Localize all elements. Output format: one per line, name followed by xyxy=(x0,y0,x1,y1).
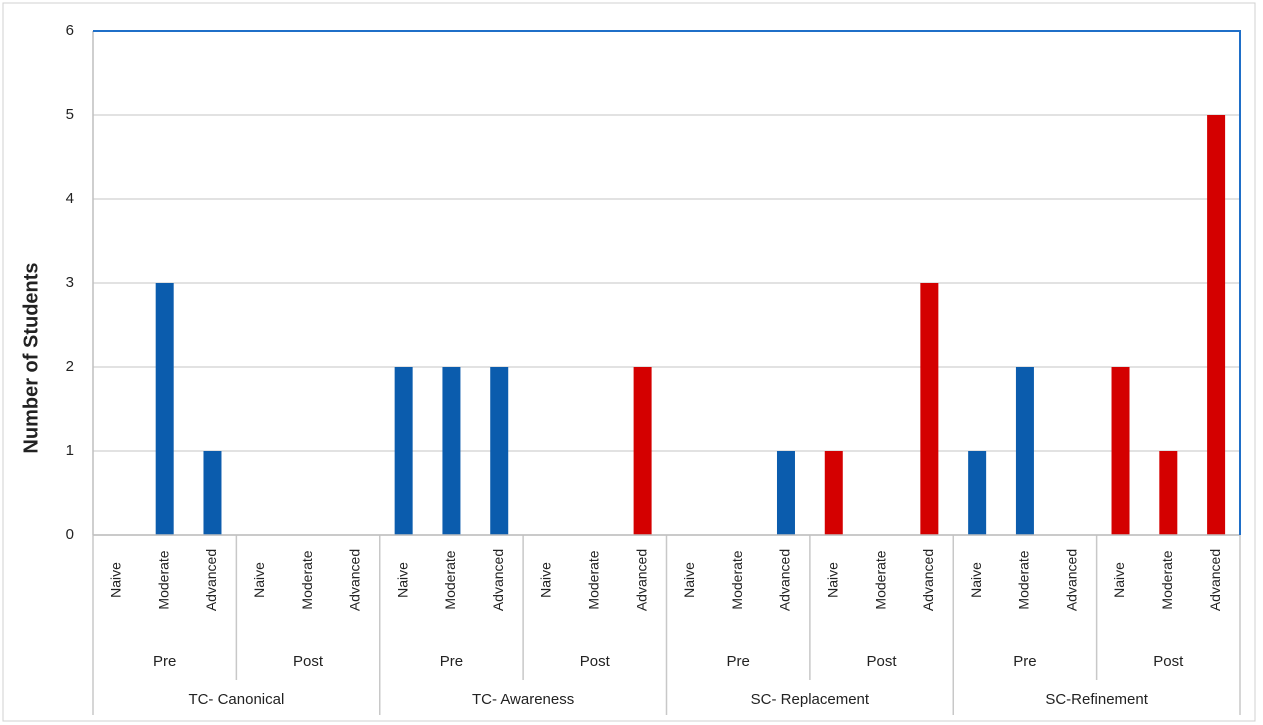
x-tick-label: Naive xyxy=(538,562,554,598)
phase-label: Post xyxy=(580,653,611,670)
bar xyxy=(633,367,652,535)
x-tick-label: Moderate xyxy=(1016,550,1032,609)
bar xyxy=(394,367,413,535)
x-tick-label: Advanced xyxy=(1207,549,1223,611)
y-tick-label: 5 xyxy=(66,106,74,123)
bar xyxy=(1207,115,1226,535)
group-label: SC-Refinement xyxy=(1045,691,1148,708)
y-tick-label: 6 xyxy=(66,22,74,39)
y-tick-label: 0 xyxy=(66,526,74,543)
bar xyxy=(1159,451,1178,535)
phase-label: Pre xyxy=(440,653,463,670)
bar xyxy=(155,283,174,535)
x-tick-label: Naive xyxy=(968,562,984,598)
y-tick-label: 1 xyxy=(66,442,74,459)
y-tick-label: 3 xyxy=(66,274,74,291)
x-tick-label: Naive xyxy=(824,562,840,598)
phase-label: Post xyxy=(867,653,898,670)
phase-label: Pre xyxy=(153,653,176,670)
x-tick-label: Advanced xyxy=(920,549,936,611)
x-tick-label: Naive xyxy=(394,562,410,598)
bar xyxy=(1111,367,1130,535)
x-tick-label: Moderate xyxy=(1159,550,1175,609)
bar xyxy=(920,283,939,535)
x-tick-label: Advanced xyxy=(633,549,649,611)
bar xyxy=(824,451,843,535)
x-tick-label: Naive xyxy=(108,562,124,598)
bar xyxy=(490,367,509,535)
x-tick-label: Advanced xyxy=(490,549,506,611)
x-tick-label: Advanced xyxy=(777,549,793,611)
plot-border xyxy=(93,30,1241,535)
phase-label: Pre xyxy=(727,653,750,670)
group-label: TC- Canonical xyxy=(188,691,284,708)
bar xyxy=(1015,367,1034,535)
x-tick-label: Advanced xyxy=(203,549,219,611)
x-tick-label: Advanced xyxy=(347,549,363,611)
phase-label: Post xyxy=(293,653,324,670)
group-label: SC- Replacement xyxy=(751,691,870,708)
x-tick-label: Naive xyxy=(681,562,697,598)
bar xyxy=(968,451,987,535)
phase-label: Pre xyxy=(1013,653,1036,670)
x-tick-label: Moderate xyxy=(442,550,458,609)
y-axis-title: Number of Students xyxy=(20,262,42,453)
x-tick-label: Moderate xyxy=(729,550,745,609)
group-label: TC- Awareness xyxy=(472,691,574,708)
x-tick-label: Moderate xyxy=(155,550,171,609)
x-tick-label: Naive xyxy=(251,562,267,598)
x-tick-label: Moderate xyxy=(299,550,315,609)
x-tick-label: Moderate xyxy=(872,550,888,609)
x-tick-label: Moderate xyxy=(586,550,602,609)
phase-label: Post xyxy=(1153,653,1184,670)
x-tick-label: Naive xyxy=(1111,562,1127,598)
bar xyxy=(442,367,461,535)
x-tick-label: Advanced xyxy=(1063,549,1079,611)
y-tick-label: 4 xyxy=(66,190,74,207)
bar xyxy=(776,451,795,535)
y-tick-label: 2 xyxy=(66,358,74,375)
bar xyxy=(203,451,222,535)
